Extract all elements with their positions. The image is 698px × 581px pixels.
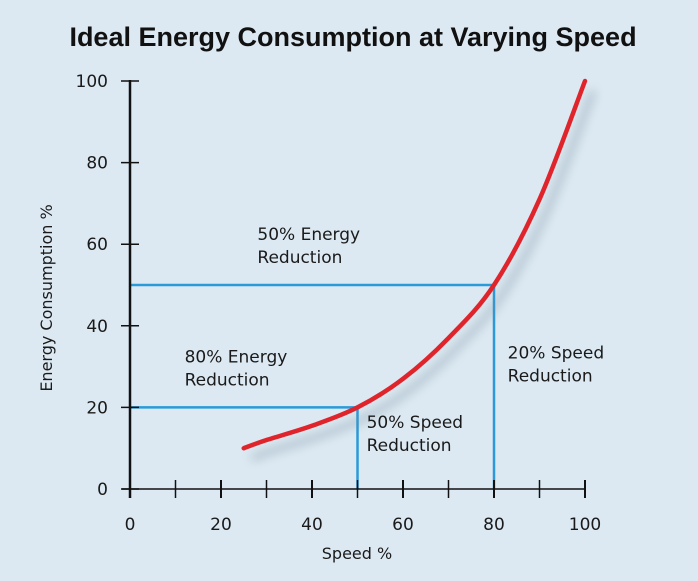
annotation-line: Reduction (257, 248, 342, 268)
x-tick-label: 100 (569, 515, 601, 535)
annotation-line: Reduction (508, 366, 593, 386)
x-tick-label: 60 (392, 515, 414, 535)
y-tick-label: 20 (86, 398, 108, 418)
annotation-label: 20% Speed Reduction (508, 343, 604, 386)
annotation-line: 50% Speed (367, 413, 463, 433)
curve-shadow (250, 89, 596, 462)
curve-shadow-path (250, 89, 596, 462)
x-axis-label: Speed % (322, 544, 392, 563)
annotation-label: 80% Energy Reduction (185, 348, 288, 391)
annotation-line: Reduction (367, 436, 452, 456)
y-tick-label: 100 (76, 72, 108, 92)
annotation-line: 80% Energy (185, 348, 288, 368)
reference-lines (130, 283, 496, 489)
y-tick-label: 80 (86, 154, 108, 174)
tick-labels: 0 20 40 60 80 100 0 20 40 60 80 100 (76, 72, 602, 535)
energy-curve-line (241, 78, 588, 451)
y-axis-label: Energy Consumption % (37, 204, 56, 391)
y-tick-label: 40 (86, 317, 108, 337)
annotation-line: 50% Energy (257, 225, 360, 245)
annotation-label: 50% Speed Reduction (367, 413, 463, 456)
y-tick-label: 0 (97, 480, 108, 500)
y-tick-label: 60 (86, 235, 108, 255)
x-tick-label: 20 (210, 515, 232, 535)
x-tick-label: 0 (125, 515, 136, 535)
annotation-label: 50% Energy Reduction (257, 225, 360, 268)
series-layer (241, 78, 588, 451)
annotation-line: 20% Speed (508, 343, 604, 363)
chart-title: Ideal Energy Consumption at Varying Spee… (69, 22, 636, 52)
annotation-line: Reduction (185, 371, 270, 391)
axes (121, 80, 586, 498)
x-tick-label: 80 (483, 515, 505, 535)
x-tick-label: 40 (301, 515, 323, 535)
